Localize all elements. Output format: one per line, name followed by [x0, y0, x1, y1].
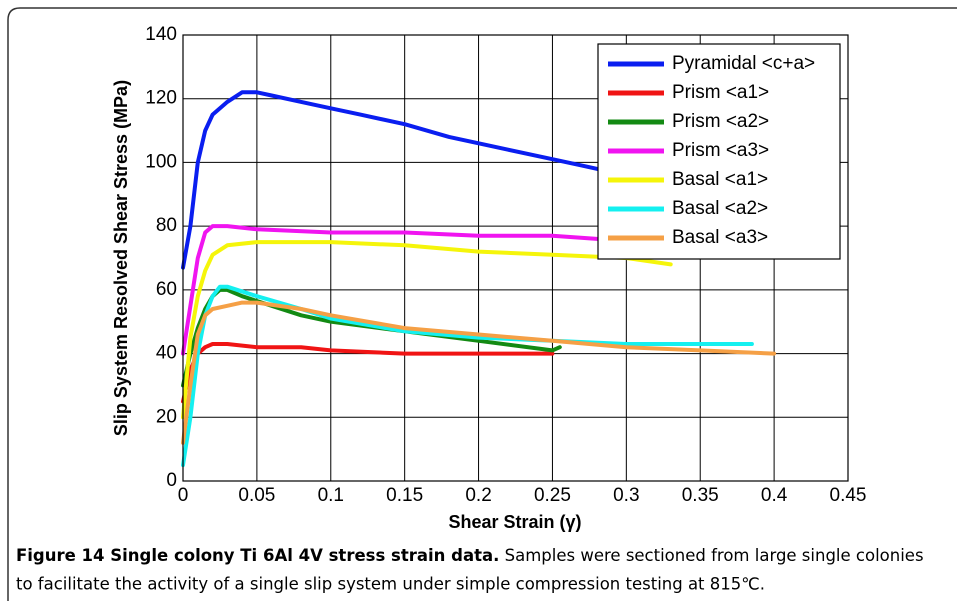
x-tick-label: 0.2: [465, 485, 491, 506]
y-tick-label: 20: [156, 406, 177, 427]
legend-label: Basal <a2>: [672, 198, 768, 219]
x-tick-label: 0: [178, 485, 189, 506]
legend: Pyramidal <c+a> Prism <a1> Prism <a2> Prism…: [597, 43, 841, 260]
x-tick-label: 0.25: [534, 485, 571, 506]
legend-label: Basal <a1>: [672, 169, 768, 190]
ticks: 0 0.05 0.1 0.15 0.2 0.25 0.3 0.35 0.4 0.45 0 20 40 60…: [145, 24, 866, 506]
y-tick-label: 60: [156, 279, 177, 300]
legend-label: Prism <a3>: [672, 140, 769, 161]
series-line: [181, 90, 614, 270]
y-tick-label: 80: [156, 215, 177, 236]
lines: [181, 90, 777, 468]
x-tick-label: 0.4: [761, 485, 788, 506]
x-axis-label: Shear Strain (γ): [448, 512, 581, 532]
y-tick-label: 120: [145, 88, 177, 109]
legend-label: Prism <a1>: [672, 82, 769, 103]
frame: [7, 7, 957, 601]
series-line: [181, 287, 562, 388]
series-line: [181, 224, 599, 356]
x-tick-label: 0.05: [238, 485, 275, 506]
series-line: [181, 300, 777, 445]
caption-text-line: Samples were sectioned from large single…: [505, 546, 924, 565]
legend-label: Prism <a2>: [672, 111, 769, 132]
x-tick-label: 0.35: [682, 485, 719, 506]
y-tick-label: 0: [166, 470, 177, 491]
caption-text-line: to facilitate the activity of a single s…: [16, 575, 765, 594]
x-tick-label: 0.3: [613, 485, 639, 506]
caption: Figure 14 Single colony Ti 6Al 4V stress…: [16, 546, 924, 565]
y-tick-label: 40: [156, 343, 177, 364]
x-tick-label: 0.1: [318, 485, 344, 506]
legend-label: Basal <a3>: [672, 227, 768, 248]
series-line: [181, 240, 673, 420]
legend-label: Pyramidal <c+a>: [672, 53, 815, 74]
y-tick-label: 100: [145, 151, 177, 172]
y-axis-label: Slip System Resolved Shear Stress (MPa): [111, 80, 131, 436]
caption-title: Figure 14 Single colony Ti 6Al 4V stress…: [16, 546, 499, 565]
y-tick-label: 140: [145, 24, 177, 45]
x-tick-label: 0.45: [830, 485, 867, 506]
plot-border: [182, 34, 849, 482]
x-tick-label: 0.15: [386, 485, 423, 506]
